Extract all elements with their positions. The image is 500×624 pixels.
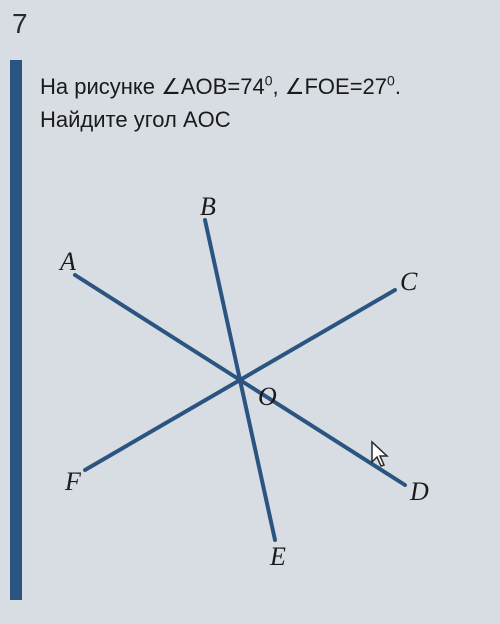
- angle2-value: 27: [363, 74, 387, 99]
- cursor-icon: [370, 440, 392, 475]
- angle-symbol-1: ∠: [161, 74, 181, 99]
- ray-a: [75, 275, 240, 380]
- side-accent-bar: [10, 60, 22, 600]
- problem-statement: На рисунке ∠AOB=740, ∠FOE=270. Найдите у…: [40, 70, 401, 136]
- angle1-value: 74: [240, 74, 264, 99]
- label-a: A: [58, 247, 76, 276]
- angle-symbol-2: ∠: [285, 74, 305, 99]
- text-suffix: .: [395, 74, 401, 99]
- label-d: D: [409, 477, 429, 506]
- problem-line-1: На рисунке ∠AOB=740, ∠FOE=270.: [40, 70, 401, 103]
- label-center: O: [258, 382, 277, 411]
- ray-c: [240, 290, 395, 380]
- angle2-name: FOE: [304, 74, 349, 99]
- ray-f: [85, 380, 240, 470]
- label-b: B: [200, 192, 216, 221]
- rays-group: [75, 220, 405, 540]
- question-number: 7: [12, 8, 28, 40]
- label-e: E: [269, 542, 286, 571]
- ray-b: [205, 220, 240, 380]
- text-prefix: На рисунке: [40, 74, 161, 99]
- separator: ,: [272, 74, 284, 99]
- diagram-svg: A B C D E F O: [30, 170, 470, 590]
- geometry-diagram: A B C D E F O: [30, 170, 470, 590]
- angle2-degree: 0: [387, 73, 395, 89]
- problem-line-2: Найдите угол AOC: [40, 103, 401, 136]
- label-c: C: [400, 267, 418, 296]
- angle1-name: AOB: [181, 74, 227, 99]
- label-f: F: [64, 467, 82, 496]
